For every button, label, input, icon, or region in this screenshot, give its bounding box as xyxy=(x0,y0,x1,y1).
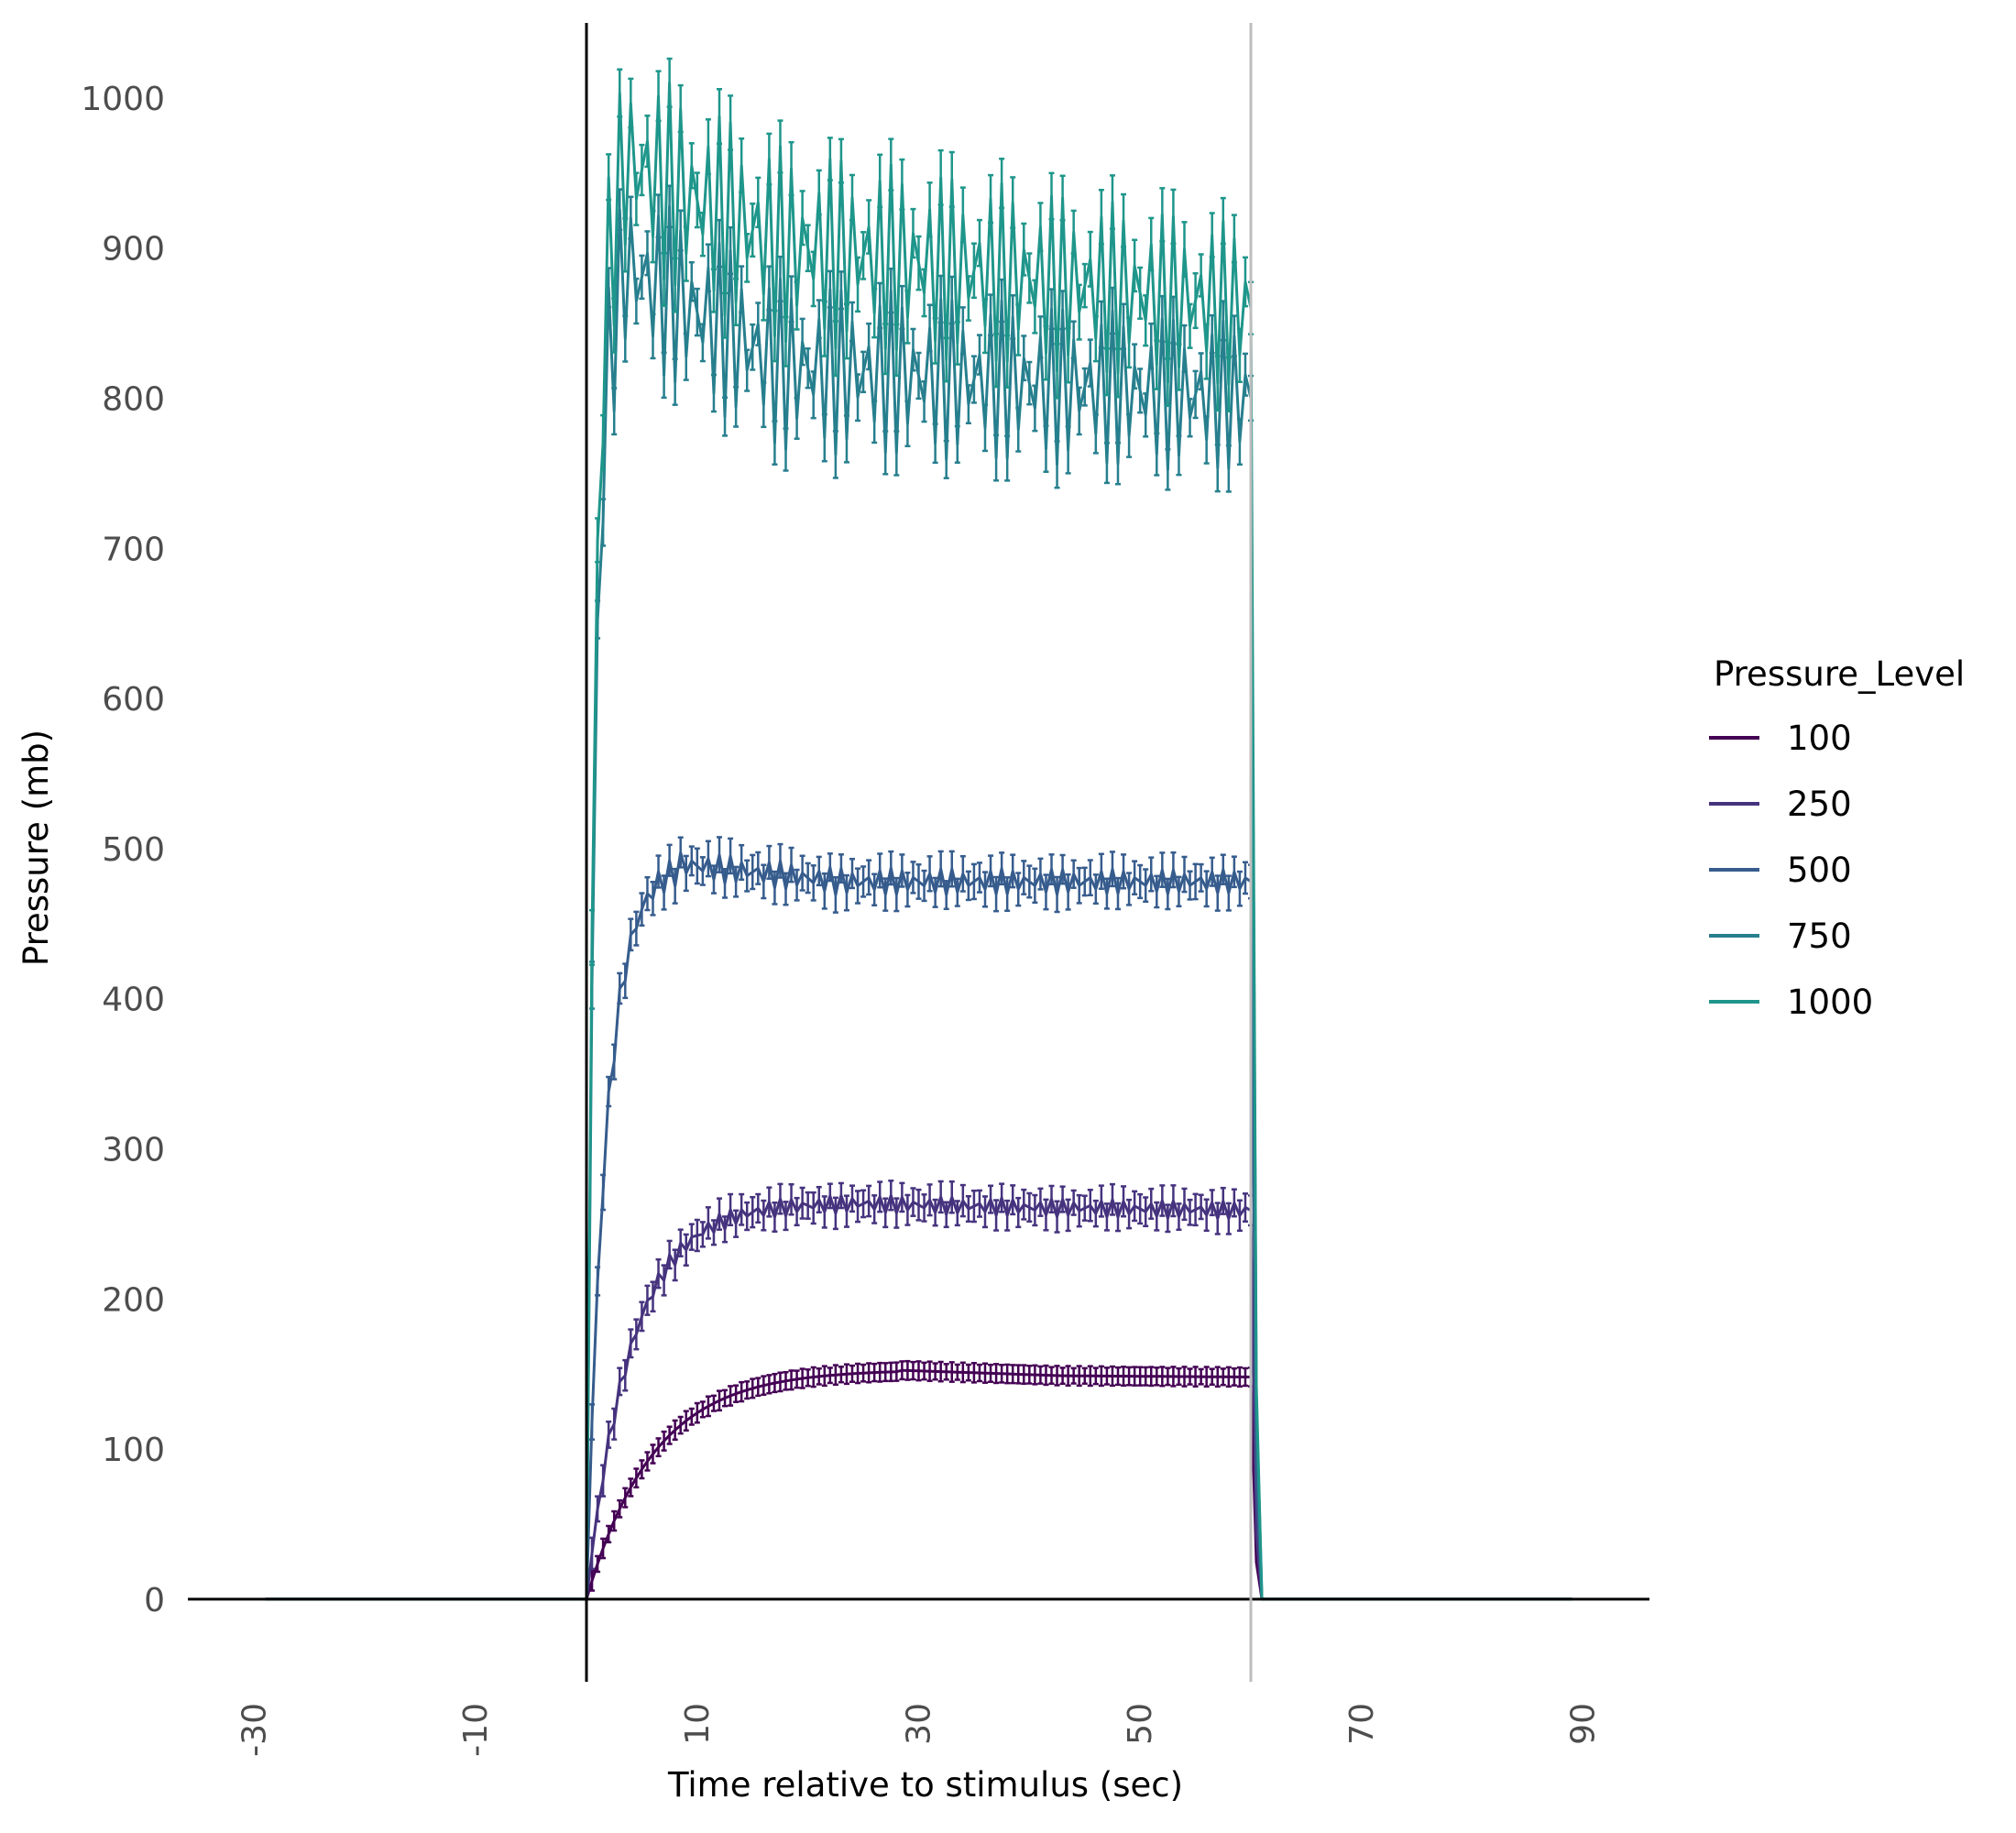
x-tick-label: 50 xyxy=(1122,1703,1159,1745)
y-tick-label: 300 xyxy=(102,1132,165,1169)
y-tick-label: 900 xyxy=(102,231,165,269)
legend-label-250: 250 xyxy=(1787,785,1852,824)
legend-label-100: 100 xyxy=(1787,719,1852,758)
y-tick-label: 500 xyxy=(102,831,165,869)
y-tick-label: 600 xyxy=(102,681,165,719)
legend-label-500: 500 xyxy=(1787,851,1852,890)
legend-label-750: 750 xyxy=(1787,916,1852,956)
series-line xyxy=(265,1193,1572,1601)
legend: Pressure_Level 100 250 500 750 1000 xyxy=(1709,654,1965,1022)
series-layer xyxy=(265,57,1572,1601)
series-line xyxy=(265,204,1572,1601)
y-tick-label: 100 xyxy=(102,1432,165,1469)
x-tick-label: 30 xyxy=(901,1703,938,1745)
y-tick-label: 0 xyxy=(144,1582,165,1619)
legend-label-1000: 1000 xyxy=(1787,982,1873,1022)
x-tick-label: 10 xyxy=(679,1703,717,1745)
series-line xyxy=(265,1368,1572,1601)
y-tick-label: 1000 xyxy=(81,81,165,118)
y-axis-title: Pressure (mb) xyxy=(16,730,56,966)
legend-title: Pressure_Level xyxy=(1714,654,1965,694)
x-tick-label: 70 xyxy=(1343,1703,1381,1745)
series-line xyxy=(265,851,1572,1601)
x-tick-label: -30 xyxy=(236,1703,274,1757)
x-axis-title: Time relative to stimulus (sec) xyxy=(667,1765,1183,1805)
x-tick-label: -10 xyxy=(457,1703,495,1757)
axes-layer xyxy=(188,23,1649,1682)
ticks-layer: 0 100 200 300 400 500 600 700 800 900 1000 -30 -10 10… xyxy=(81,81,1602,1757)
y-tick-label: 800 xyxy=(102,381,165,419)
x-tick-label: 90 xyxy=(1565,1703,1603,1745)
series-250 xyxy=(265,1180,1572,1601)
y-tick-label: 400 xyxy=(102,982,165,1019)
series-100 xyxy=(265,1359,1572,1601)
y-tick-label: 700 xyxy=(102,531,165,568)
y-tick-label: 200 xyxy=(102,1281,165,1319)
